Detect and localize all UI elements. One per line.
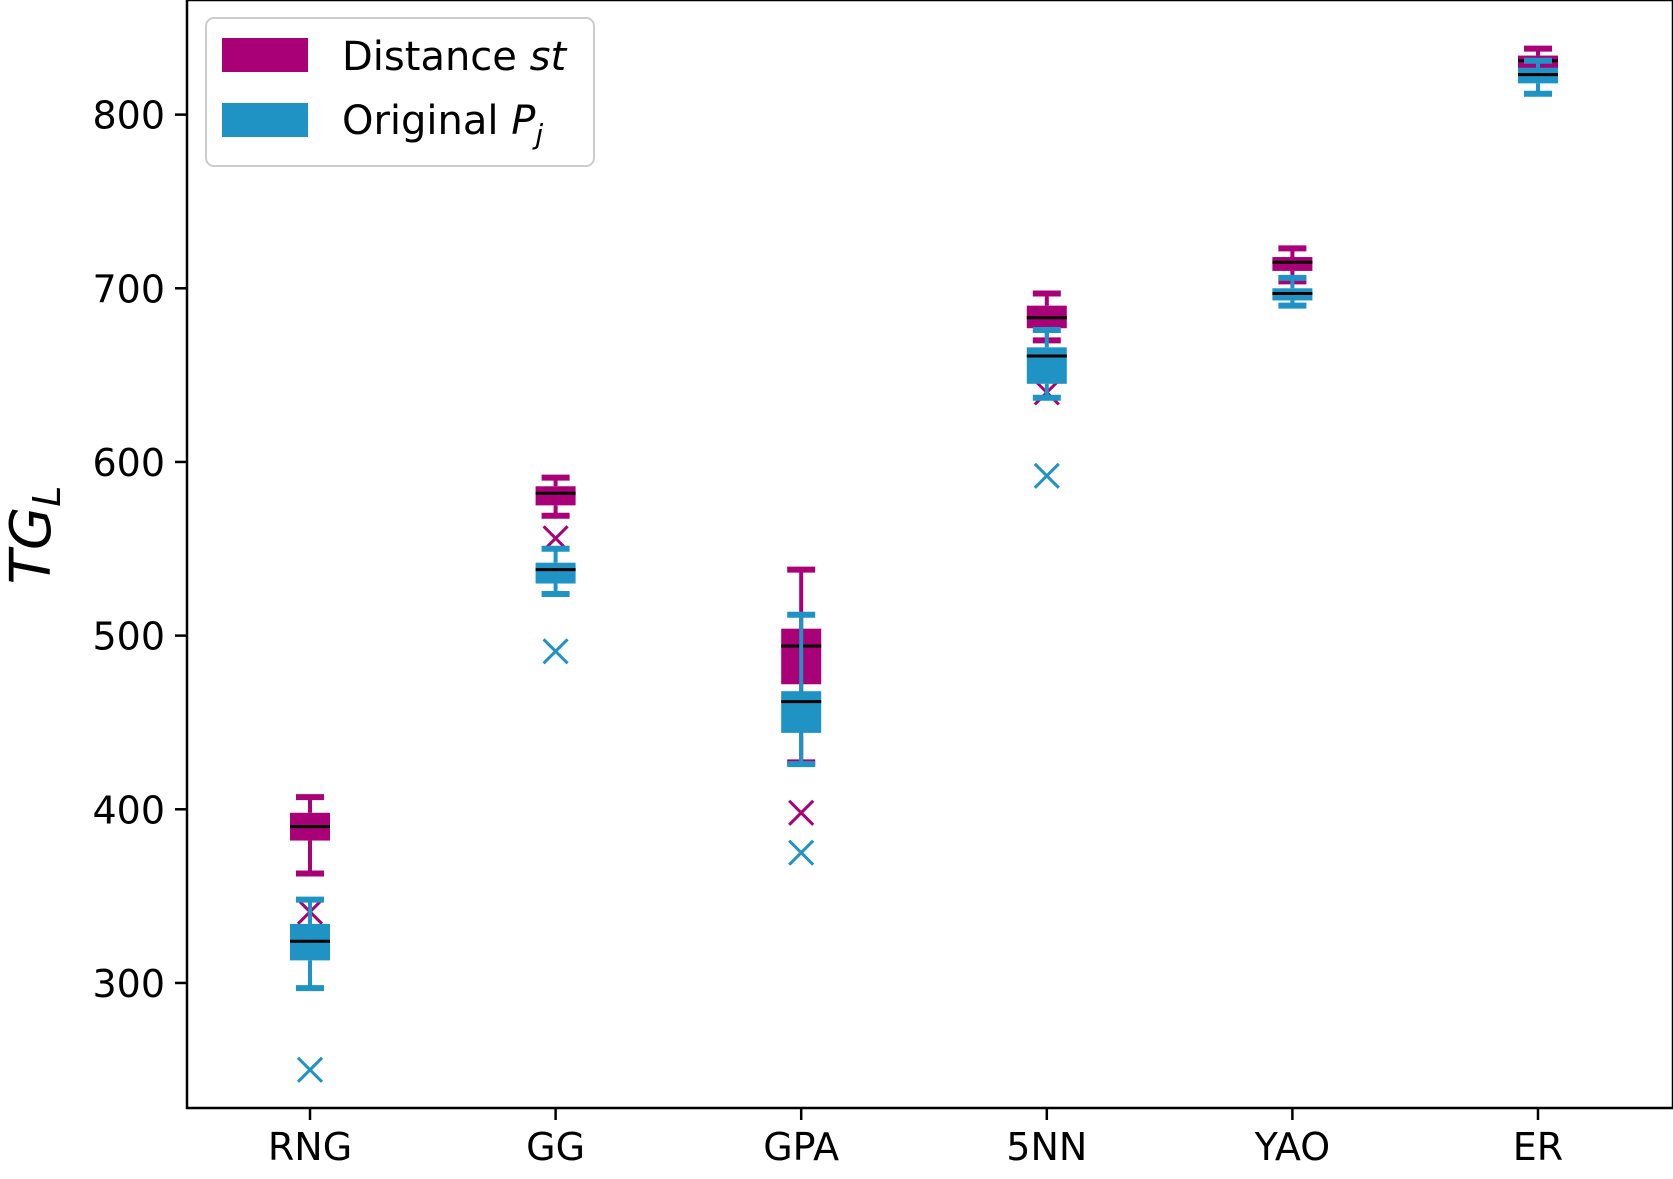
x-tick-label: ER bbox=[1513, 1125, 1563, 1169]
y-tick-label: 500 bbox=[92, 615, 165, 659]
y-tick-label: 600 bbox=[92, 441, 165, 485]
legend-swatch-distance bbox=[222, 38, 308, 72]
flier-marker-b bbox=[788, 839, 815, 866]
plot-area bbox=[290, 45, 1558, 1083]
box-group bbox=[1518, 57, 1558, 97]
legend: Distance st Original Pj bbox=[205, 17, 595, 167]
legend-label-original-text: Original bbox=[342, 98, 511, 144]
legend-label-distance-italic: st bbox=[530, 34, 568, 80]
y-axis-label-main: TG bbox=[0, 507, 64, 585]
box-group bbox=[290, 794, 330, 925]
box-iqr bbox=[1272, 257, 1313, 271]
flier-marker-b bbox=[296, 1056, 324, 1083]
y-axis-label: TGL bbox=[0, 486, 69, 585]
y-tick-label: 400 bbox=[92, 788, 165, 832]
x-tick-label: 5NN bbox=[1006, 1125, 1087, 1169]
y-tick-label: 700 bbox=[92, 267, 165, 311]
flier-marker-b bbox=[1033, 462, 1060, 489]
box-group bbox=[1026, 326, 1067, 489]
x-tick-label: RNG bbox=[268, 1125, 352, 1169]
legend-label-original: Original Pj bbox=[342, 98, 543, 151]
box-group bbox=[1272, 274, 1313, 309]
x-axis: RNG GG GPA 5NN YAO ER bbox=[268, 1108, 1563, 1169]
x-tick-label: GPA bbox=[763, 1125, 839, 1169]
y-tick-label: 300 bbox=[92, 962, 165, 1006]
box-group bbox=[781, 611, 822, 866]
y-axis-label-sub: L bbox=[25, 486, 69, 507]
box-iqr bbox=[781, 691, 822, 733]
box-iqr bbox=[535, 486, 576, 506]
y-axis: 300 400 500 600 700 800 bbox=[92, 94, 187, 1006]
box-group bbox=[535, 545, 576, 665]
flier-marker-b bbox=[542, 638, 569, 665]
legend-label-distance-text: Distance bbox=[342, 34, 530, 80]
legend-swatch-original bbox=[222, 103, 308, 137]
box-iqr bbox=[535, 562, 576, 584]
legend-label-distance: Distance st bbox=[342, 34, 567, 80]
x-tick-label: YAO bbox=[1254, 1125, 1331, 1169]
box-group bbox=[290, 896, 330, 1083]
axes-frame bbox=[185, 0, 1673, 1110]
box-iqr bbox=[1026, 347, 1067, 384]
y-tick-label: 800 bbox=[92, 94, 165, 138]
x-tick-label: GG bbox=[526, 1125, 585, 1169]
legend-label-original-italic: P bbox=[511, 98, 536, 144]
flier-marker-b bbox=[788, 799, 815, 826]
